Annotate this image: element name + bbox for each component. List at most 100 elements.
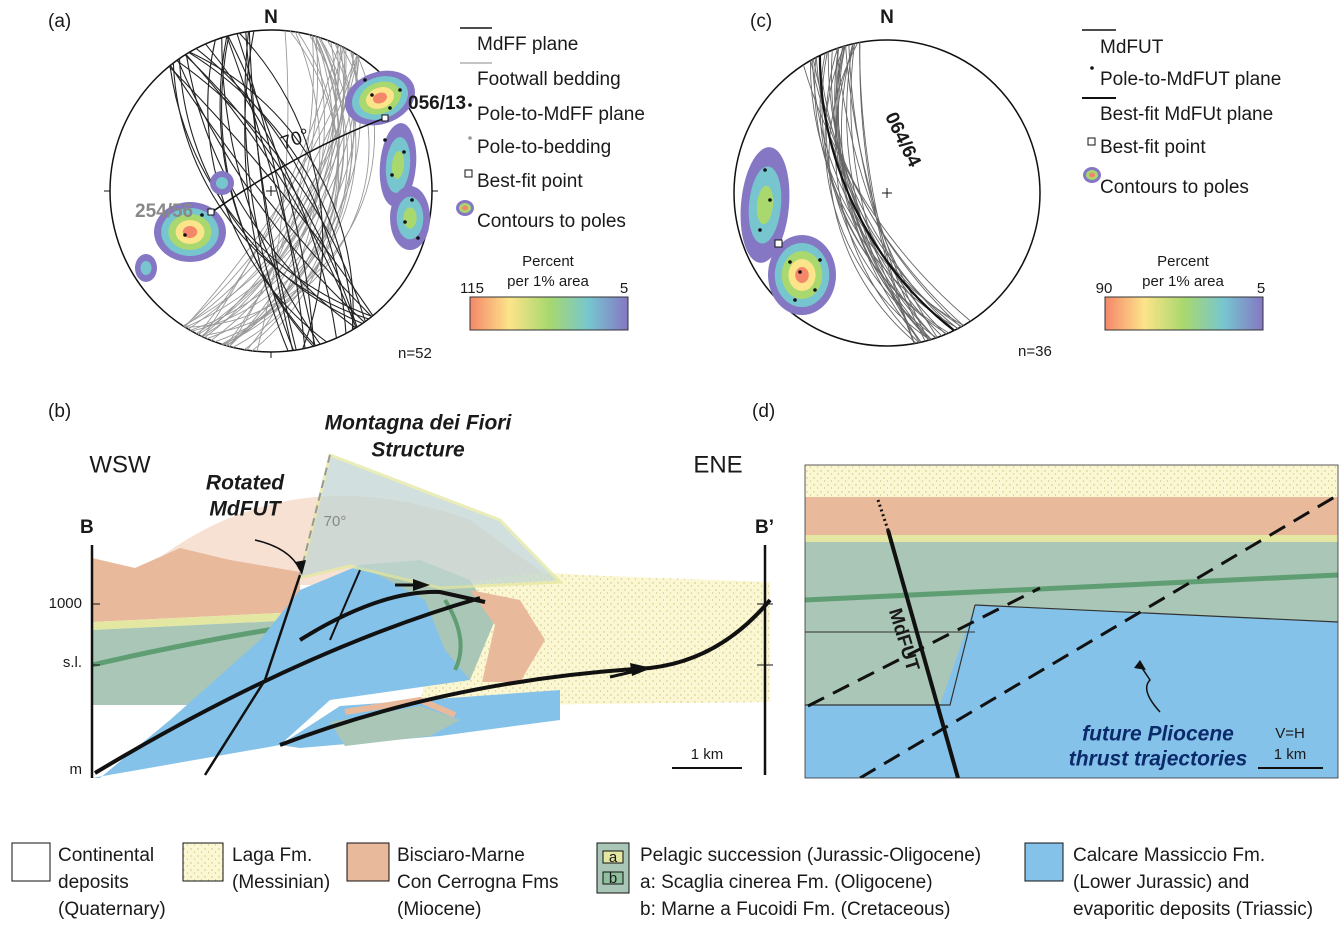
pole <box>398 88 402 92</box>
great-circle <box>184 54 358 328</box>
scale-max: 115 <box>460 280 484 297</box>
color-bar <box>1104 296 1264 331</box>
best-fit-point <box>207 208 215 216</box>
legend-text: b: Marne a Fucoidi Fm. (Cretaceous) <box>640 899 950 920</box>
great-circle <box>245 31 297 351</box>
pole <box>818 258 822 262</box>
great-circle <box>834 47 936 339</box>
frame <box>804 464 1339 779</box>
contour <box>403 207 417 229</box>
legend-text: Bisciaro-Marne <box>397 845 525 866</box>
pole <box>200 213 204 217</box>
sample-count: n=36 <box>1018 343 1052 360</box>
pole <box>410 198 414 202</box>
great-circle <box>188 52 354 330</box>
contour <box>391 151 405 179</box>
cross-section-d <box>805 465 1338 778</box>
great-circle <box>818 55 955 331</box>
legend-text: MdFF plane <box>477 34 578 55</box>
direction-label: WSW <box>89 451 151 478</box>
legend-text: Con Cerrogna Fms <box>397 872 559 893</box>
legend-text: Laga Fm. <box>232 845 312 866</box>
great-circle <box>810 60 964 326</box>
great-circle <box>845 45 929 341</box>
great-circle <box>205 43 338 339</box>
elevation-label: 1000 <box>49 595 82 612</box>
note: future Pliocene <box>1082 723 1234 746</box>
legend-text: Footwall bedding <box>477 69 621 90</box>
legend-text: (Messinian) <box>232 872 330 893</box>
contour <box>140 261 152 275</box>
section-end: B’ <box>755 517 774 538</box>
note: thrust trajectories <box>1069 748 1248 771</box>
scale-max: 90 <box>1096 280 1113 297</box>
legend-a: MdFF plane Footwall bedding Pole-to-MdFF… <box>456 27 645 232</box>
swatch-label: a <box>609 849 618 866</box>
contour <box>216 177 228 189</box>
swatch-label: b <box>609 870 617 887</box>
annotation: 056/13 <box>408 93 466 114</box>
panel-label: (a) <box>48 11 71 32</box>
great-circle <box>244 30 289 352</box>
great-circle <box>201 45 345 337</box>
legend-text: Pole-to-bedding <box>477 137 611 158</box>
great-circle <box>178 58 363 324</box>
pole <box>402 150 406 154</box>
great-circle <box>846 43 922 343</box>
color-bar <box>469 296 629 331</box>
great-circle <box>222 37 352 345</box>
legend-text: Best-fit point <box>477 171 583 192</box>
legend-text: Best-fit MdFUt plane <box>1100 104 1273 125</box>
center-cross <box>882 188 892 198</box>
great-circle <box>184 54 358 328</box>
great-circle <box>827 51 947 335</box>
fault-label: Rotated <box>206 472 285 495</box>
great-circle <box>207 39 328 343</box>
great-circle <box>841 43 922 343</box>
north-label: N <box>880 7 894 28</box>
north-label: N <box>264 7 278 28</box>
pole <box>793 298 797 302</box>
great-circle <box>814 57 959 329</box>
legend-text: (Lower Jurassic) and <box>1073 872 1249 893</box>
pole <box>758 228 762 232</box>
great-circle <box>219 36 316 347</box>
great-circle <box>226 36 339 347</box>
legend-text: MdFUT <box>1100 37 1164 58</box>
scale-min: 5 <box>1257 280 1265 297</box>
great-circle <box>831 50 943 337</box>
contour <box>756 185 774 225</box>
section-start: B <box>80 517 94 538</box>
best-fit-point <box>381 114 389 122</box>
great-circle <box>226 35 316 346</box>
pole <box>763 168 767 172</box>
great-circle <box>185 53 357 328</box>
pole <box>183 233 187 237</box>
great-circle <box>223 36 345 346</box>
legend-text: Contours to poles <box>477 211 626 232</box>
contour <box>373 92 387 104</box>
pole <box>813 288 817 292</box>
stereonet: 064/64 <box>733 39 1041 347</box>
legend-text: Calcare Massiccio Fm. <box>1073 845 1265 866</box>
great-circle <box>221 37 345 345</box>
legend-text: Contours to poles <box>1100 177 1249 198</box>
ratio-label: V=H <box>1275 725 1305 742</box>
scale-bar-label: 1 km <box>1274 746 1307 763</box>
structure-title: Structure <box>371 439 465 462</box>
annotation: 254/56 <box>135 201 193 222</box>
pole <box>370 93 374 97</box>
great-circle <box>229 35 314 347</box>
great-circle <box>177 59 365 323</box>
great-circle <box>185 54 357 329</box>
direction-label: ENE <box>693 451 742 478</box>
legend-text: deposits <box>58 872 129 893</box>
legend-texts: Continental deposits (Quaternary) Laga Fm. (… <box>58 845 1313 920</box>
pole <box>383 138 387 142</box>
scale-title: Percent <box>522 253 575 270</box>
great-circle <box>828 42 917 344</box>
legend-text: Continental <box>58 845 154 866</box>
